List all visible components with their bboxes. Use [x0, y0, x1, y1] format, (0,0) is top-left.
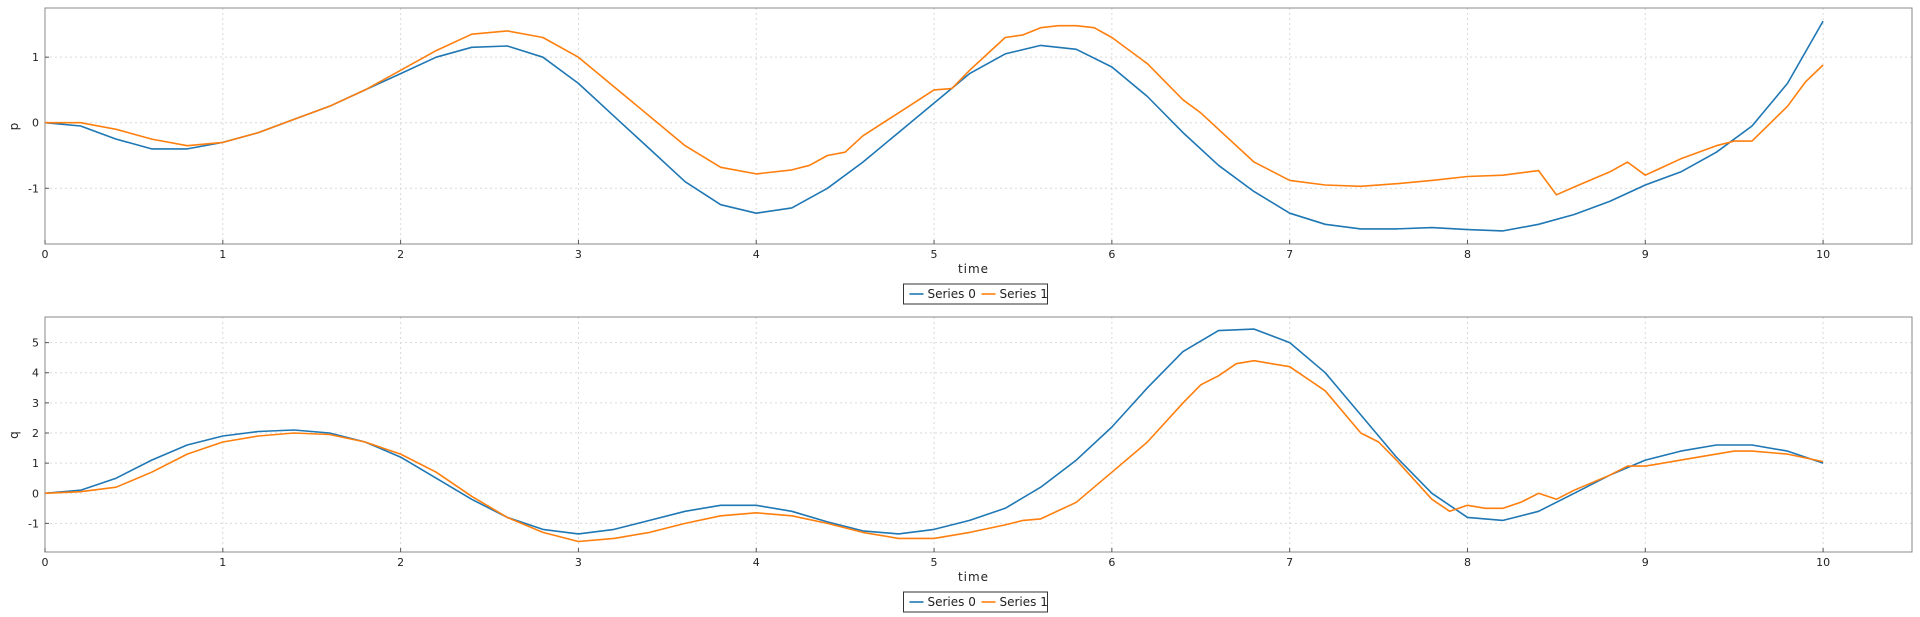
x-tick-label: 10 [1816, 248, 1830, 261]
x-tick-label: 7 [1286, 248, 1293, 261]
x-axis-label: time [958, 570, 989, 584]
legend: Series 0 Series 1 [903, 283, 1048, 305]
x-tick-label: 3 [575, 556, 582, 569]
x-tick-label: 6 [1108, 556, 1115, 569]
x-tick-label: 5 [931, 556, 938, 569]
x-tick-label: 6 [1108, 248, 1115, 261]
x-tick-label: 8 [1464, 556, 1471, 569]
legend-box [903, 591, 1048, 613]
x-tick-label: 9 [1642, 248, 1649, 261]
legend-label-0: Series 0 [928, 287, 976, 301]
x-tick-label: 2 [397, 556, 404, 569]
x-tick-label: 9 [1642, 556, 1649, 569]
legend: Series 0 Series 1 [903, 591, 1048, 613]
y-axis-label: p [7, 122, 21, 131]
plot-frame [44, 316, 1913, 553]
series-line-1 [44, 359, 1824, 543]
y-tick-label: 5 [32, 337, 39, 350]
x-tick-label: 10 [1816, 556, 1830, 569]
legend-label-0: Series 0 [928, 595, 976, 609]
plot-frame [44, 7, 1913, 245]
x-tick-label: 8 [1464, 248, 1471, 261]
y-tick-label: 1 [32, 457, 39, 470]
legend-box [903, 283, 1048, 305]
x-tick-label: 7 [1286, 556, 1293, 569]
x-tick-label: 0 [42, 556, 49, 569]
x-tick-label: 0 [42, 248, 49, 261]
legend-label-1: Series 1 [1000, 595, 1048, 609]
x-tick-label: 1 [219, 248, 226, 261]
y-tick-label: 0 [32, 487, 39, 500]
x-tick-label: 1 [219, 556, 226, 569]
y-tick-label: 4 [32, 367, 39, 380]
y-tick-label: 0 [32, 117, 39, 130]
x-tick-label: 3 [575, 248, 582, 261]
x-tick-label: 2 [397, 248, 404, 261]
y-tick-label: 2 [32, 427, 39, 440]
y-tick-label: -1 [28, 182, 39, 195]
y-tick-label: 3 [32, 397, 39, 410]
chart-0: 0 1 2 3 4 5 6 7 8 9 10 -1 0 1 time p Series 0 Series 1 [7, 7, 1913, 305]
x-tick-label: 4 [753, 248, 760, 261]
y-tick-label: -1 [28, 517, 39, 530]
y-axis-label: q [7, 430, 21, 439]
x-axis-label: time [958, 262, 989, 276]
series-line-0 [44, 328, 1824, 535]
legend-label-1: Series 1 [1000, 287, 1048, 301]
x-tick-label: 4 [753, 556, 760, 569]
series-line-1 [45, 24, 1824, 196]
y-tick-label: 1 [32, 51, 39, 64]
x-tick-label: 5 [931, 248, 938, 261]
